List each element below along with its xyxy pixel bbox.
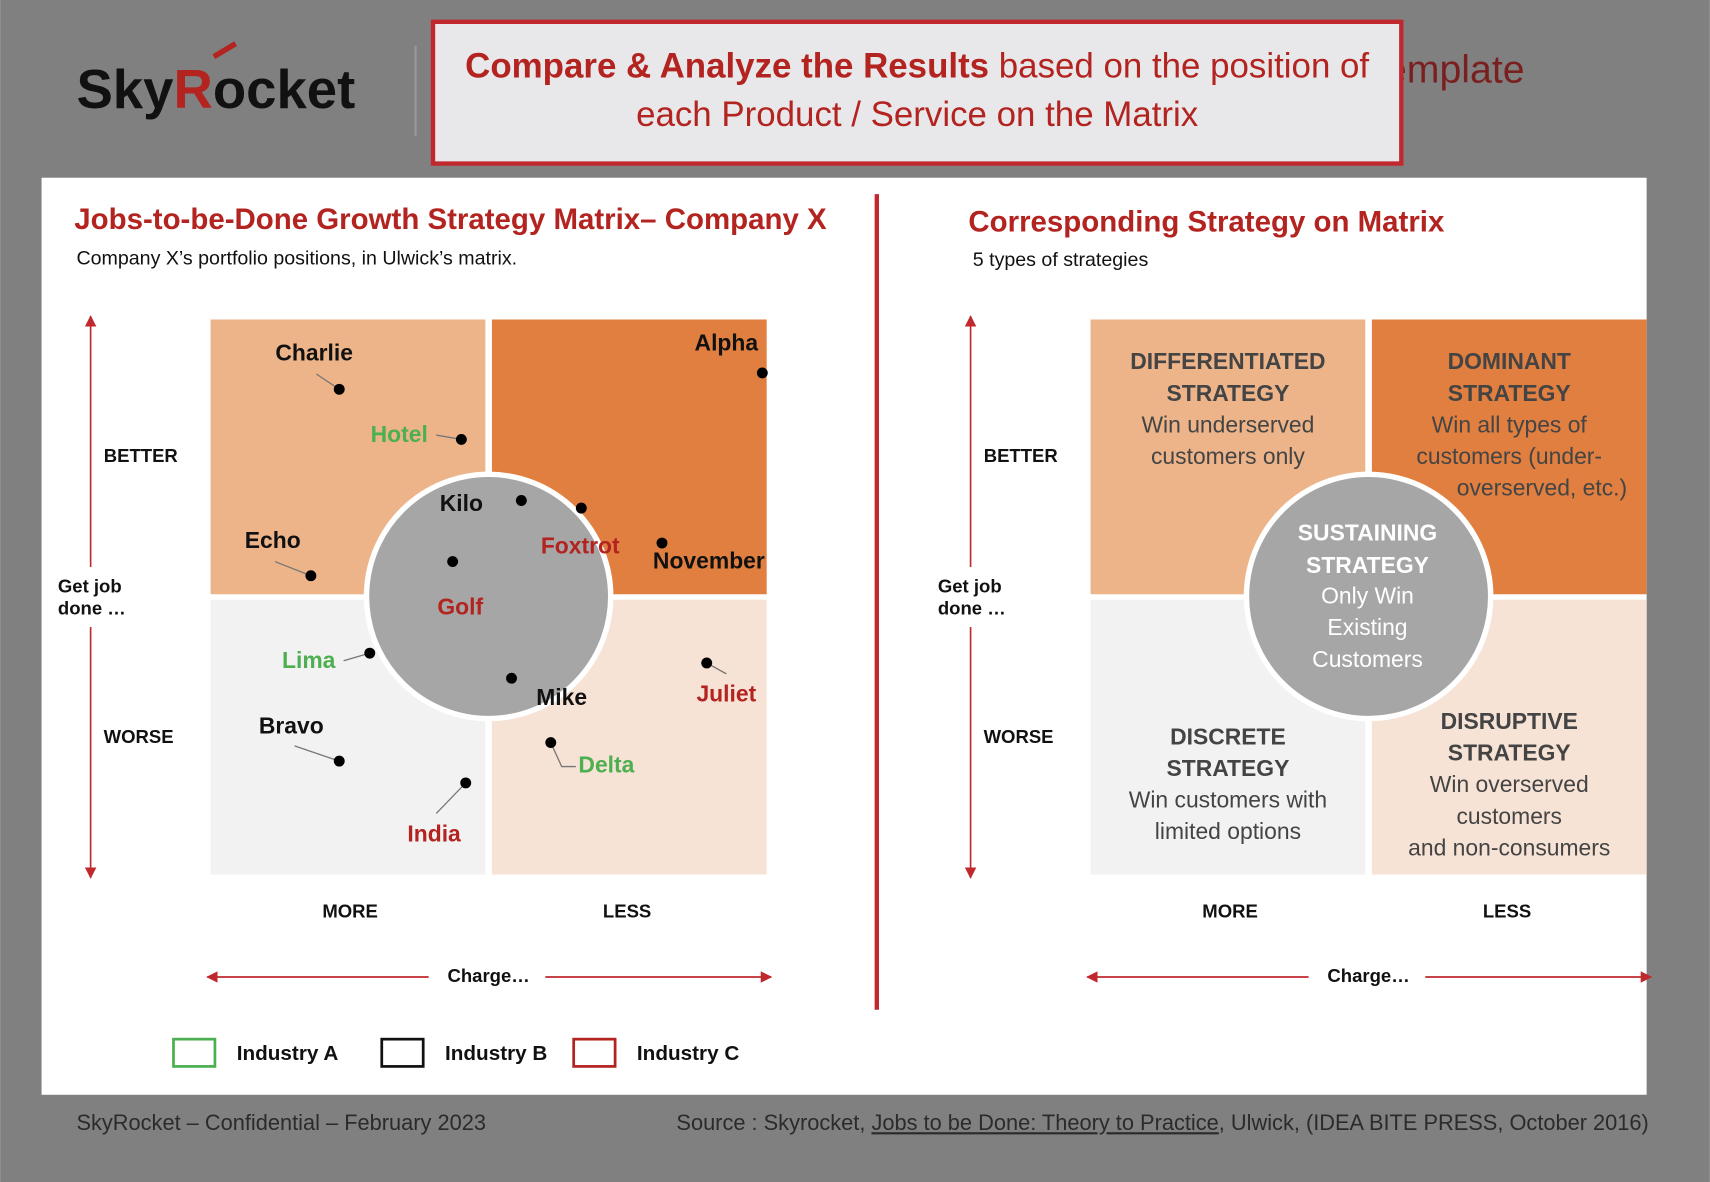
callout-box — [430, 19, 1404, 166]
x-label-left: MORE — [1202, 901, 1258, 922]
y-axis-title: done … — [58, 597, 126, 618]
product-label: Alpha — [695, 330, 759, 356]
product-dot — [506, 672, 517, 684]
y-axis-title: Get job — [58, 576, 122, 597]
product-label: Golf — [437, 593, 483, 619]
legend-swatch — [380, 1037, 425, 1068]
strategy-title: STRATEGY — [1166, 380, 1289, 406]
leader-line — [435, 782, 467, 814]
logo: SkyRocket — [76, 59, 355, 120]
center-text: Only Win — [1321, 583, 1414, 609]
product-label: Foxtrot — [541, 532, 620, 558]
x-label-left: MORE — [322, 901, 378, 922]
center-text: Existing — [1327, 614, 1407, 640]
legend-label: Industry A — [237, 1042, 339, 1065]
product-label: Delta — [578, 752, 634, 778]
strategy-title: DIFFERENTIATED — [1130, 348, 1325, 374]
legend-swatch — [172, 1037, 217, 1068]
center-title: STRATEGY — [1306, 552, 1429, 578]
hidden-title: emplate — [1385, 47, 1525, 91]
product-dot — [447, 556, 459, 568]
x-axis-title: Charge… — [1327, 965, 1409, 986]
strategy-text: limited options — [1155, 818, 1301, 844]
strategy-text: Win overserved — [1430, 771, 1589, 797]
strategy-text: and non-consumers — [1408, 834, 1610, 860]
y-label-top: BETTER — [104, 445, 178, 466]
leader-line — [550, 742, 576, 768]
legend-label: Industry B — [445, 1042, 547, 1065]
strategy-text: Win customers with — [1129, 786, 1327, 812]
product-dot — [460, 777, 472, 789]
left-subtitle: Company X’s portfolio positions, in Ulwi… — [76, 248, 517, 270]
y-axis-title: done … — [938, 597, 1006, 618]
product-dot — [364, 647, 376, 659]
product-label: Juliet — [696, 681, 756, 707]
product-dot — [656, 537, 668, 549]
x-axis-title: Charge… — [447, 965, 529, 986]
product-dot — [545, 737, 557, 749]
product-label: Hotel — [371, 421, 428, 447]
product-label: Bravo — [259, 712, 324, 738]
strategy-title: DISRUPTIVE — [1441, 708, 1578, 734]
product-dot — [305, 570, 317, 582]
legend-swatch — [572, 1037, 617, 1068]
strategy-text: customers only — [1151, 443, 1305, 469]
product-label: November — [653, 548, 765, 574]
strategy-title: STRATEGY — [1448, 740, 1571, 766]
right-subtitle: 5 types of strategies — [973, 249, 1149, 271]
x-label-right: LESS — [1483, 901, 1531, 922]
footer-source: Source : Skyrocket, Jobs to be Done: The… — [676, 1110, 1648, 1135]
left-title: Jobs-to-be-Done Growth Strategy Matrix– … — [74, 203, 827, 236]
product-label: Echo — [245, 527, 301, 553]
strategy-title: STRATEGY — [1166, 755, 1289, 781]
callout-line-2: each Product / Service on the Matrix — [636, 95, 1199, 134]
callout-line-1: Compare & Analyze the Results based on t… — [465, 47, 1369, 86]
strategy-text: Win underserved — [1141, 411, 1314, 437]
strategy-title: STRATEGY — [1448, 380, 1571, 406]
y-axis-title: Get job — [938, 576, 1002, 597]
strategy-title: DOMINANT — [1448, 348, 1571, 374]
y-label-bottom: WORSE — [984, 726, 1054, 747]
footer-left: SkyRocket – Confidential – February 2023 — [76, 1110, 486, 1135]
right-title: Corresponding Strategy on Matrix — [968, 205, 1445, 238]
legend-label: Industry C — [637, 1042, 739, 1065]
product-dot — [575, 502, 587, 514]
center-circle — [363, 471, 614, 722]
y-label-bottom: WORSE — [104, 726, 174, 747]
product-dot — [756, 367, 768, 379]
product-label: India — [407, 820, 461, 846]
product-dot — [701, 657, 713, 669]
product-dot — [333, 383, 345, 395]
product-label: Lima — [282, 647, 336, 673]
center-circle — [1243, 471, 1494, 722]
product-label: Kilo — [440, 490, 483, 516]
x-label-right: LESS — [603, 901, 651, 922]
strategy-title: DISCRETE — [1170, 723, 1286, 749]
product-dot — [333, 755, 345, 767]
strategy-text: Win all types of — [1432, 411, 1588, 437]
strategy-text: overserved, etc.) — [1457, 475, 1627, 501]
leader-line — [294, 745, 340, 762]
center-text: Customers — [1312, 646, 1423, 672]
product-label: Charlie — [275, 339, 353, 365]
product-dot — [515, 495, 527, 506]
leader-line — [274, 560, 312, 577]
center-title: SUSTAINING — [1298, 519, 1437, 545]
y-label-top: BETTER — [984, 445, 1058, 466]
product-dot — [455, 433, 467, 445]
product-label: Mike — [536, 684, 587, 710]
strategy-text: customers (under- — [1416, 443, 1602, 469]
strategy-text: customers — [1456, 803, 1562, 829]
logo-tick — [212, 41, 238, 60]
